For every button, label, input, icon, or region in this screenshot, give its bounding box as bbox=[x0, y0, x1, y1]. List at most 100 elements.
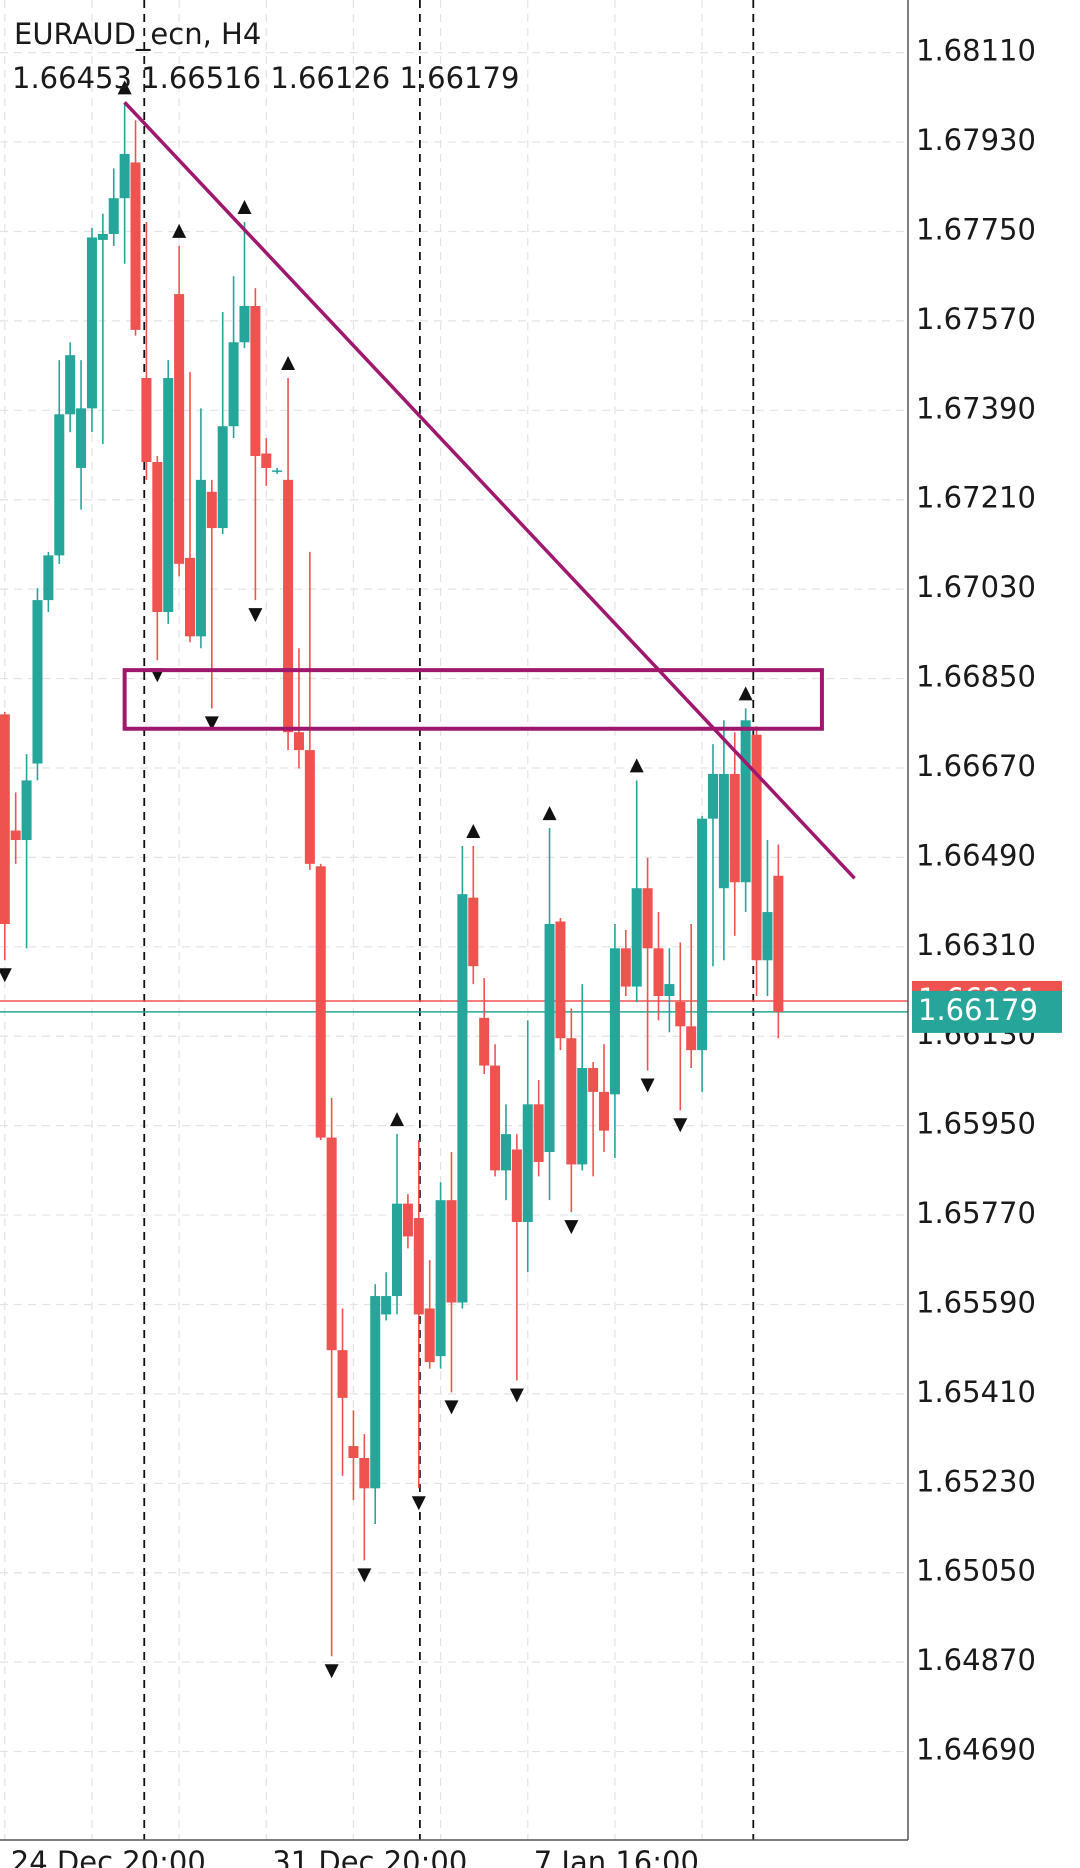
candle-body bbox=[631, 888, 642, 987]
x-tick-label: 31 Dec 20:00 bbox=[272, 1845, 467, 1868]
y-tick-label: 1.65410 bbox=[916, 1375, 1036, 1409]
candle-body bbox=[54, 414, 65, 556]
x-tick-label: 24 Dec 20:00 bbox=[11, 1845, 206, 1868]
y-tick-label: 1.66850 bbox=[916, 660, 1036, 694]
y-tick-label: 1.67210 bbox=[916, 481, 1036, 515]
y-tick-label: 1.67390 bbox=[916, 391, 1036, 425]
candle-body bbox=[740, 720, 751, 883]
chart-title: EURAUD_ecn, H4 bbox=[14, 17, 261, 51]
candle-body bbox=[261, 453, 272, 468]
candle-body bbox=[348, 1446, 359, 1458]
fractal-down bbox=[0, 968, 12, 983]
annotations bbox=[0, 80, 856, 1679]
candle-body bbox=[304, 750, 315, 864]
candle-body bbox=[239, 306, 250, 343]
ohlc-readout: 1.66453 1.66516 1.66126 1.66179 bbox=[12, 61, 519, 95]
candle-body bbox=[729, 773, 740, 883]
y-tick-label: 1.67570 bbox=[916, 302, 1036, 336]
fractal-down bbox=[324, 1664, 339, 1679]
candle-body bbox=[511, 1149, 522, 1223]
candles bbox=[0, 102, 784, 1657]
candle-body bbox=[32, 600, 43, 764]
fractal-up bbox=[390, 1112, 405, 1127]
candle-body bbox=[195, 479, 206, 637]
candle-body bbox=[272, 470, 283, 472]
ohlc-close: 1.66179 bbox=[399, 61, 519, 95]
candle-body bbox=[76, 408, 87, 468]
candle-body bbox=[588, 1068, 599, 1092]
candle-body bbox=[315, 866, 326, 1138]
y-tick-label: 1.67750 bbox=[916, 212, 1036, 246]
y-tick-label: 1.64870 bbox=[916, 1643, 1036, 1677]
y-tick-label: 1.65950 bbox=[916, 1107, 1036, 1141]
candle-body bbox=[0, 714, 10, 924]
candle-body bbox=[283, 479, 294, 733]
candle-body bbox=[533, 1104, 544, 1162]
candle-body bbox=[413, 1218, 424, 1315]
candle-body bbox=[326, 1137, 337, 1351]
candle-body bbox=[119, 153, 130, 199]
candle-body bbox=[152, 461, 163, 613]
fractal-down bbox=[411, 1496, 426, 1511]
candle-body bbox=[108, 198, 119, 234]
fractal-up bbox=[172, 223, 187, 238]
fractal-down bbox=[444, 1400, 459, 1415]
candle-body bbox=[293, 732, 304, 751]
candle-body bbox=[402, 1203, 413, 1237]
candle-body bbox=[653, 948, 664, 997]
ohlc-low: 1.66126 bbox=[270, 61, 390, 95]
ohlc-open: 1.66453 bbox=[12, 61, 132, 95]
ohlc-high: 1.66516 bbox=[141, 61, 261, 95]
candle-body bbox=[555, 921, 566, 1039]
fractal-up bbox=[466, 823, 481, 838]
candle-body bbox=[697, 818, 708, 1051]
candle-body bbox=[664, 984, 675, 997]
candle-body bbox=[718, 773, 729, 889]
candle-body bbox=[174, 294, 185, 564]
candle-body bbox=[446, 1200, 457, 1303]
candle-body bbox=[381, 1296, 392, 1315]
y-tick-label: 1.67030 bbox=[916, 570, 1036, 604]
candle-body bbox=[217, 426, 228, 529]
candle-body bbox=[228, 342, 239, 427]
fractal-down bbox=[204, 716, 219, 731]
candle-body bbox=[599, 1091, 610, 1131]
zone-rectangle bbox=[122, 668, 824, 731]
fractal-up bbox=[542, 806, 557, 821]
candle-body bbox=[479, 1017, 490, 1066]
candle-body bbox=[250, 306, 261, 457]
fractal-down bbox=[640, 1078, 655, 1093]
candle-body bbox=[86, 237, 97, 409]
y-tick-label: 1.65050 bbox=[916, 1554, 1036, 1588]
candle-body bbox=[141, 378, 152, 462]
fractal-up bbox=[738, 686, 753, 701]
fractal-up bbox=[281, 356, 296, 371]
grid bbox=[0, 0, 908, 1840]
candle-body bbox=[468, 897, 479, 967]
candle-body bbox=[43, 555, 54, 601]
bid-tag-label: 1.66179 bbox=[918, 993, 1038, 1027]
candle-body bbox=[566, 1038, 577, 1165]
candle-body bbox=[762, 912, 773, 961]
bid-tag bbox=[912, 990, 1062, 1033]
candle-body bbox=[500, 1134, 511, 1171]
y-tick-label: 1.65770 bbox=[916, 1196, 1036, 1230]
fractal-up bbox=[629, 758, 644, 773]
candle-body bbox=[642, 888, 653, 949]
fractal-down bbox=[673, 1118, 688, 1133]
candle-body bbox=[609, 948, 620, 1095]
fractal-down bbox=[248, 608, 263, 623]
fractal-down bbox=[564, 1220, 579, 1235]
candle-body bbox=[773, 875, 784, 1012]
y-tick-label: 1.64690 bbox=[916, 1733, 1036, 1767]
candle-body bbox=[97, 233, 108, 240]
candle-body bbox=[457, 894, 468, 1303]
candle-body bbox=[435, 1200, 446, 1357]
candle-body bbox=[707, 773, 718, 819]
overlay bbox=[0, 0, 908, 1840]
y-tick-label: 1.68110 bbox=[916, 34, 1036, 68]
y-tick-label: 1.67930 bbox=[916, 123, 1036, 157]
candle-body bbox=[359, 1457, 370, 1489]
candle-body bbox=[65, 355, 76, 415]
